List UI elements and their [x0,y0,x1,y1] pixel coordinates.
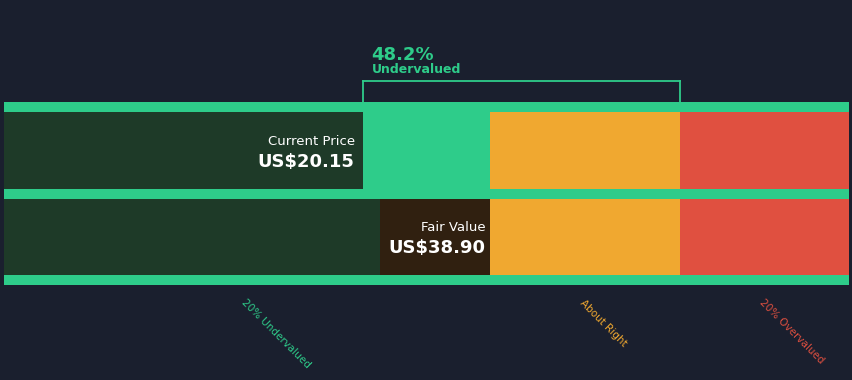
Text: 48.2%: 48.2% [371,46,434,63]
Text: About Right: About Right [577,298,628,348]
Bar [4,188,848,199]
Text: US$38.90: US$38.90 [389,239,485,257]
Bar [4,199,489,275]
Text: Undervalued: Undervalued [371,63,460,76]
Bar [4,275,848,285]
Bar [4,112,363,188]
Bar [4,102,848,112]
Text: 20% Undervalued: 20% Undervalued [239,298,313,370]
Text: Fair Value: Fair Value [421,221,485,234]
Text: US$20.15: US$20.15 [257,153,354,171]
Text: Current Price: Current Price [268,135,354,148]
Bar [380,199,489,275]
Bar [489,102,679,285]
Text: 20% Overvalued: 20% Overvalued [757,298,825,366]
Bar [679,102,848,285]
Bar [4,102,489,285]
